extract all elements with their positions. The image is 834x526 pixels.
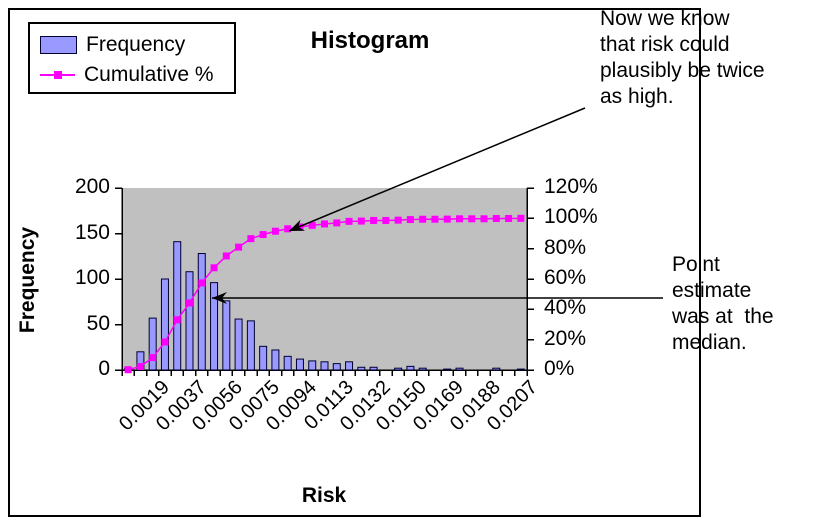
plot-background [122,188,527,370]
cumulative-marker [345,217,353,225]
y-right-tick-label: 0% [544,357,575,380]
cumulative-marker [321,220,328,228]
frequency-bar [283,355,292,371]
annotation-line: Point [672,253,720,276]
cumulative-marker [505,214,513,222]
annotation-line: as high. [600,85,674,108]
frequency-bar [160,278,169,371]
cumulative-marker [517,214,525,222]
frequency-bar [222,300,231,371]
annotation-twice-as-high: Now we know that risk could plausibly be t… [600,6,765,110]
cumulative-marker [284,225,292,233]
y-right-tick-label: 120% [544,175,598,198]
y-left-tick-label: 150 [74,220,110,244]
y-right-tick-label: 20% [544,326,587,350]
annotation-line: plausibly be twice [600,59,765,82]
legend-item-frequency: Frequency [40,30,226,60]
frequency-bar [492,367,501,371]
cumulative-marker [419,215,427,223]
cumulative-marker [382,216,390,224]
cumulative-marker [271,227,279,235]
cumulative-marker [480,215,488,223]
cumulative-marker [370,216,378,224]
x-axis-title: Risk [301,484,347,507]
frequency-bar [516,368,525,371]
y-right-tick-label: 60% [544,266,587,289]
cumulative-marker [173,316,181,324]
chart-frame [8,8,701,517]
cumulative-marker [210,264,218,272]
cumulative-marker [296,223,304,231]
frequency-bar [394,367,403,371]
frequency-bar [369,366,378,371]
frequency-bar [259,345,268,371]
frequency-bar [455,367,464,371]
y-left-tick-label: 50 [86,311,110,335]
cumulative-marker [136,363,144,371]
y-right-tick-label: 40% [544,296,587,320]
annotation-line: estimate [672,279,752,302]
frequency-bar [173,241,182,371]
legend-label: Cumulative % [84,63,214,86]
annotation-line: was at the [672,305,774,328]
cumulative-marker [186,299,193,307]
cumulative-marker [308,221,316,229]
frequency-bar [418,367,427,371]
frequency-bar [320,361,329,371]
annotation-line: Now we know [600,7,730,30]
frequency-bar [443,368,452,371]
frequency-bar [308,360,317,371]
y-right-tick-label: 100% [544,205,598,229]
cumulative-marker [468,215,476,223]
annotation-point-estimate: Point estimate was at the median. [672,252,774,356]
y-axis-title: Frequency [16,226,39,334]
annotation-line: that risk could [600,33,730,56]
frequency-bar [271,349,280,371]
cumulative-marker [124,366,132,374]
frequency-bar [332,363,341,371]
cumulative-marker [492,214,500,222]
y-right-tick-label: 80% [544,235,587,259]
frequency-bar [210,282,219,371]
cumulative-marker [333,219,341,227]
cumulative-marker [247,235,255,243]
frequency-bar [234,318,243,371]
legend-item-cumulative: Cumulative % [40,60,226,90]
cumulative-marker [406,216,414,224]
cumulative-marker [198,279,206,287]
frequency-bar [246,320,255,371]
frequency-bar [185,271,194,371]
frequency-bar [345,361,354,371]
cumulative-marker [394,216,402,224]
annotation-line: median. [672,331,747,354]
y-left-tick-label: 100 [74,266,110,289]
legend: Frequency Cumulative % [28,22,236,94]
cumulative-marker [443,215,451,223]
frequency-bar [357,366,366,371]
cumulative-marker [149,354,157,362]
cumulative-marker [357,217,365,225]
cumulative-marker [259,231,267,239]
legend-label: Frequency [86,33,186,56]
frequency-bar [148,317,157,371]
frequency-bar [406,365,415,371]
frequency-swatch-icon [40,36,77,54]
y-left-tick-label: 200 [74,175,110,198]
cumulative-marker [222,252,230,260]
cumulative-marker [235,243,243,251]
frequency-bar [197,253,206,371]
frequency-bar [295,358,304,371]
chart-title: Histogram [310,27,430,54]
cumulative-marker [161,338,169,346]
cumulative-marker [456,215,463,223]
y-left-tick-label: 0 [98,357,110,380]
cumulative-marker [431,215,439,223]
cumulative-swatch-icon [40,71,75,79]
